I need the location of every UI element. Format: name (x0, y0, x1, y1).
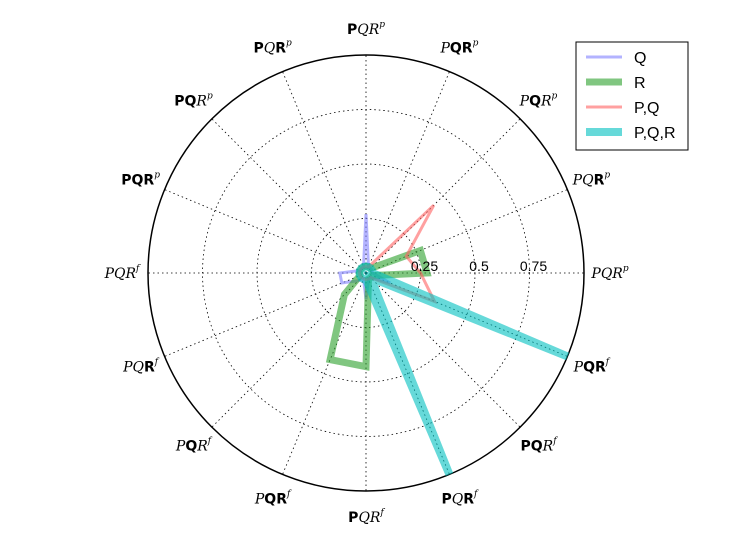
grid-spoke-11 (282, 272, 367, 475)
grid-spoke-14 (365, 272, 521, 428)
angle-label-5: PQRp (253, 39, 292, 57)
grid-spoke-6 (211, 118, 367, 274)
angle-label-15: PQRf (573, 357, 611, 375)
grid-spoke-3 (365, 71, 450, 274)
legend-label-0: Q (634, 50, 646, 67)
series-p-q-r-line (355, 262, 569, 476)
outer-circle (147, 54, 585, 492)
angle-label-9: PQRf (122, 357, 160, 375)
radial-tick-label-0: 0.25 (411, 258, 438, 274)
angle-label-7: PQRp (121, 171, 160, 189)
angle-label-13: PQRf (441, 489, 479, 507)
angle-label-4: PQRp (347, 20, 385, 38)
angle-label-14: PQRf (520, 437, 558, 455)
grid-spoke-2 (365, 118, 521, 274)
legend-label-2: P,Q (634, 100, 660, 117)
angle-label-0: PQRp (590, 264, 628, 282)
legend-label-1: R (634, 75, 646, 92)
radial-tick-labels: 0.25 0.5 0.75 (411, 258, 547, 274)
legend-label-3: P,Q,R (634, 125, 676, 142)
radial-tick-label-2: 0.75 (520, 258, 547, 274)
angle-label-2: PQRp (519, 92, 558, 110)
angle-label-3: PQRp (439, 39, 478, 57)
grid-spoke-5 (282, 71, 367, 274)
angle-label-1: PQRp (572, 171, 611, 189)
angle-labels: PQRp PQRp PQRp PQRp PQRp PQRp PQRp PQRp PQRf PQRf… (104, 20, 629, 526)
series-group (325, 204, 569, 476)
angle-label-8: PQRf (104, 264, 141, 282)
angle-label-6: PQRp (174, 92, 213, 110)
radial-tick-label-1: 0.5 (469, 258, 489, 274)
grid-spoke-7 (164, 189, 367, 274)
angle-label-11: PQRf (254, 489, 292, 507)
legend: QR P,Q P,Q,R (575, 41, 689, 151)
angle-label-10: PQRf (175, 437, 213, 455)
angle-label-12: PQRf (348, 508, 385, 526)
grid-spoke-9 (164, 272, 367, 357)
